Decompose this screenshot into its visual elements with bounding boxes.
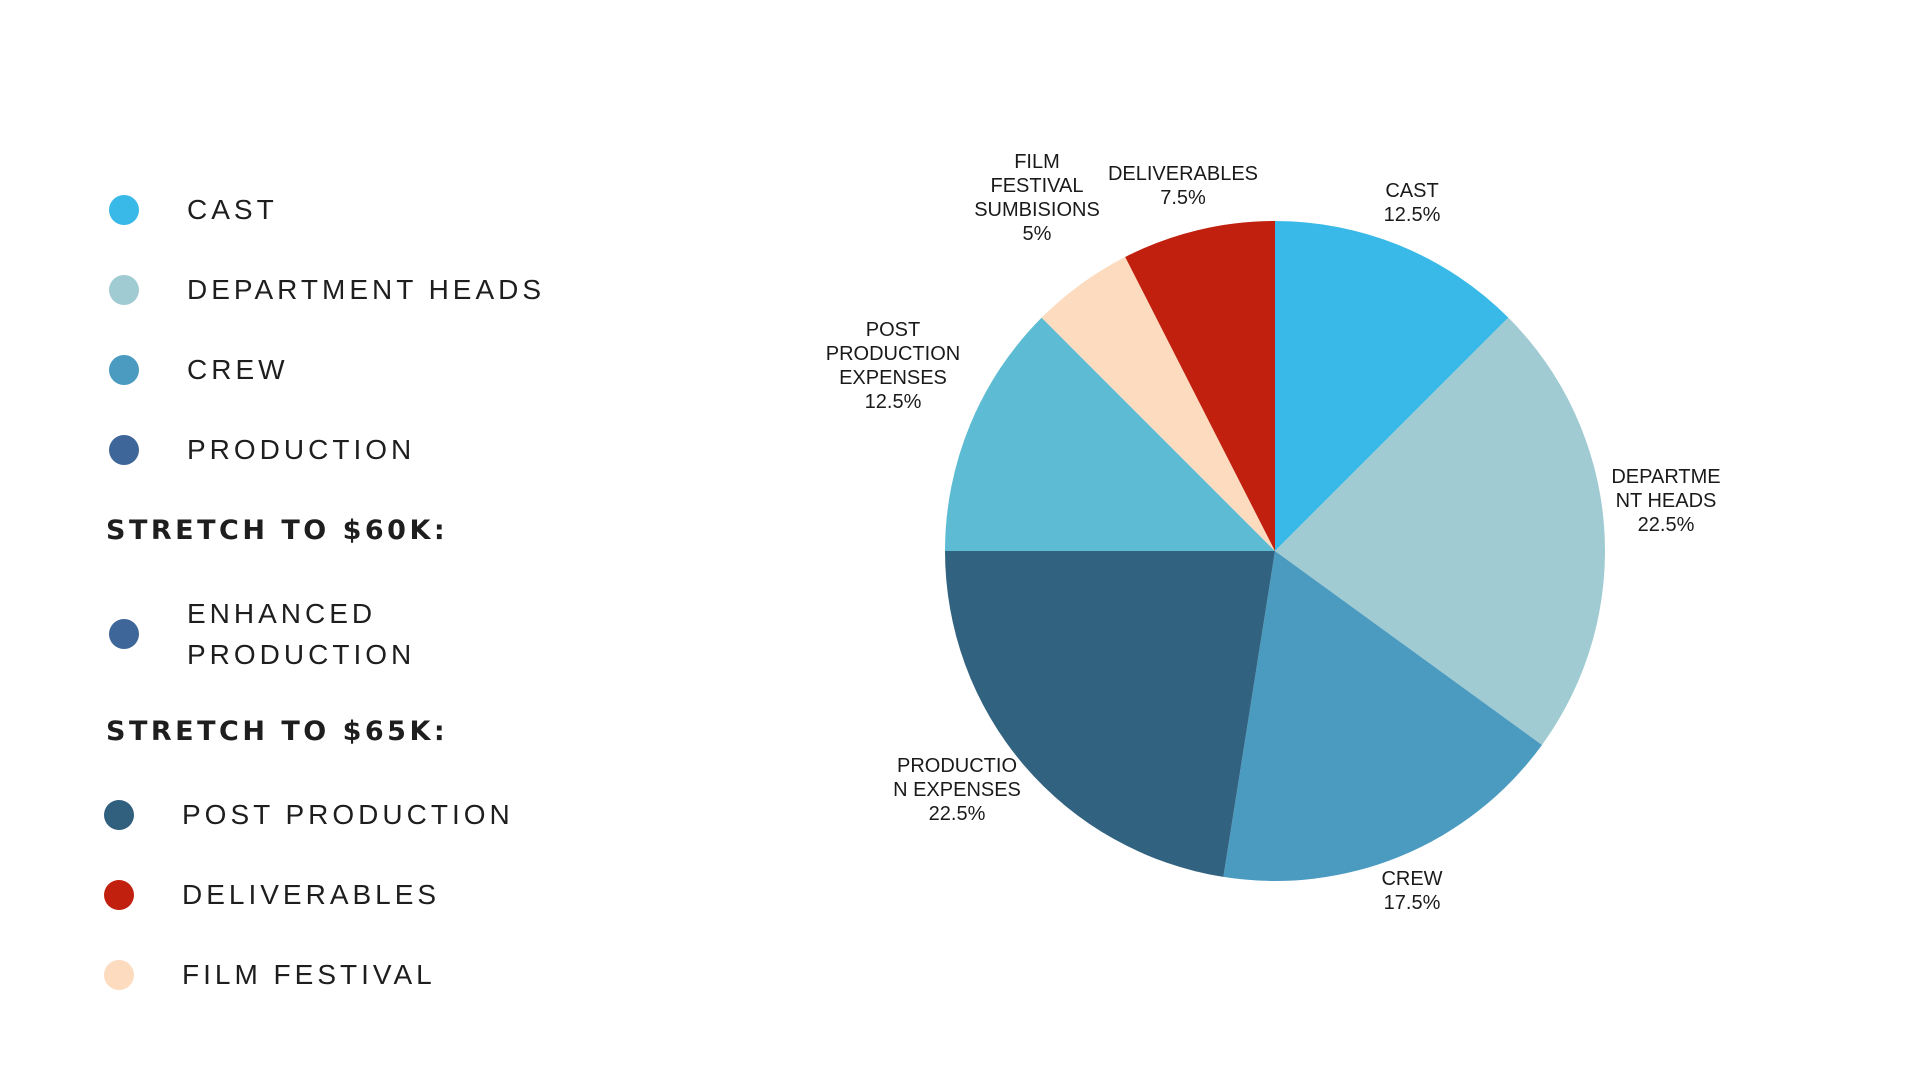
legend-item-cast: CAST <box>109 189 278 230</box>
pie-slices <box>945 221 1605 881</box>
legend-label-production: PRODUCTION <box>187 434 416 465</box>
legend-label-deliverables: DELIVERABLES <box>182 879 441 910</box>
pie-slice-label-2: CREW 17.5% <box>1381 868 1442 914</box>
pie-slice-5 <box>1041 256 1275 551</box>
legend-item-film-festival: FILM FESTIVAL <box>104 954 436 995</box>
pie-slice-label-4: POST PRODUCTION EXPENSES 12.5% <box>826 319 960 413</box>
legend-swatch-post-production <box>104 799 134 830</box>
legend-swatch-crew <box>109 354 139 385</box>
legend-item-deliverables: DELIVERABLES <box>104 874 440 915</box>
legend-item-department-heads: DEPARTMENT HEADS <box>109 269 545 310</box>
legend-label-crew: CREW <box>187 354 289 385</box>
pie-slice-label-5: FILM FESTIVAL SUMBISIONS 5% <box>974 151 1100 245</box>
legend-item-production: PRODUCTION <box>109 429 415 470</box>
legend-swatch-enhanced-production <box>109 619 139 649</box>
pie-slice-1 <box>1275 317 1605 745</box>
legend: CAST DEPARTMENT HEADS CREW PRODUCTION ST… <box>0 0 700 1080</box>
legend-swatch-film-festival <box>104 959 134 990</box>
pie-slice-4 <box>945 317 1275 551</box>
legend-label-film-festival: FILM FESTIVAL <box>182 959 436 990</box>
pie-slice-2 <box>1223 551 1542 881</box>
legend-label-enhanced-production: ENHANCED PRODUCTION <box>187 598 416 670</box>
pie-slice-label-1: DEPARTME NT HEADS 22.5% <box>1611 466 1720 536</box>
legend-swatch-production <box>109 434 139 465</box>
legend-item-enhanced-production: ENHANCED PRODUCTION <box>109 593 447 675</box>
legend-swatch-cast <box>109 194 139 225</box>
stretch-60k-heading: STRETCH TO $60K: <box>106 515 449 546</box>
legend-item-post-production: POST PRODUCTION <box>104 794 514 835</box>
pie-labels: CAST 12.5% DEPARTME NT HEADS 22.5% CREW 17.5% P… <box>826 151 1721 914</box>
pie-slice-label-0: CAST 12.5% <box>1384 180 1441 226</box>
legend-swatch-deliverables <box>104 879 134 910</box>
pie-slice-3 <box>945 551 1275 877</box>
stretch-65k-heading: STRETCH TO $65K: <box>106 716 449 747</box>
legend-swatch-department-heads <box>109 274 139 305</box>
pie-slice-6 <box>1125 221 1275 551</box>
pie-slice-0 <box>1275 221 1509 551</box>
pie-slice-label-3: PRODUCTIO N EXPENSES 22.5% <box>893 755 1021 825</box>
legend-label-department-heads: DEPARTMENT HEADS <box>187 274 546 305</box>
pie-slice-label-6: DELIVERABLES 7.5% <box>1108 163 1258 209</box>
legend-label-post-production: POST PRODUCTION <box>182 799 514 830</box>
legend-item-crew: CREW <box>109 349 289 390</box>
legend-label-cast: CAST <box>187 194 278 225</box>
